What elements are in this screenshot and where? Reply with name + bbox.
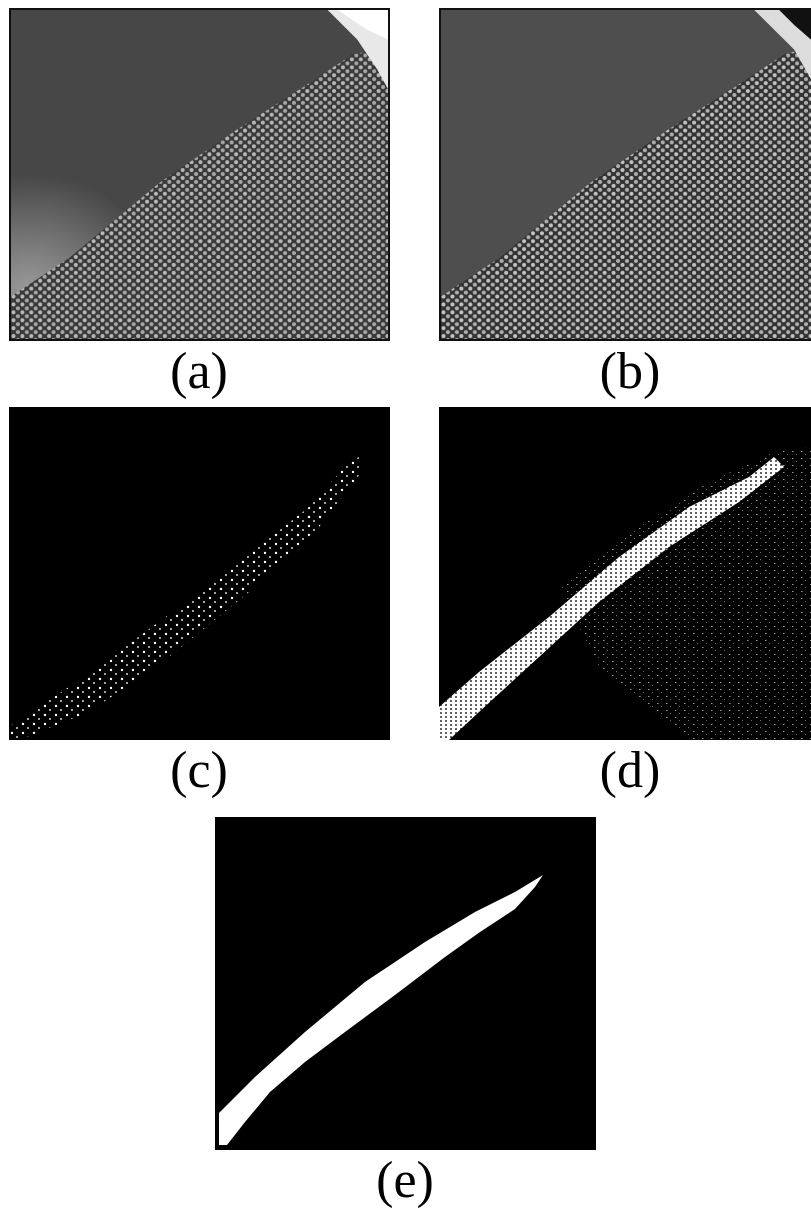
panel-d-graphic [439, 407, 811, 740]
panel-d-label: (d) [599, 742, 661, 799]
panel-b-image [439, 8, 811, 341]
panel-e-image [215, 817, 596, 1150]
panel-c-graphic [9, 407, 390, 740]
panel-e-graphic [215, 817, 596, 1150]
panel-b-graphic [441, 10, 811, 339]
panel-a-graphic [11, 10, 388, 339]
panel-c-image [9, 407, 390, 740]
panel-c-label: (c) [170, 742, 228, 799]
panel-b-label: (b) [599, 343, 661, 400]
panel-a-image [9, 8, 390, 341]
panel-e-label: (e) [376, 1152, 434, 1209]
flowing-layer-mask-shape [219, 875, 543, 1145]
panel-a-label: (a) [170, 343, 228, 400]
panel-d-image [439, 407, 811, 740]
